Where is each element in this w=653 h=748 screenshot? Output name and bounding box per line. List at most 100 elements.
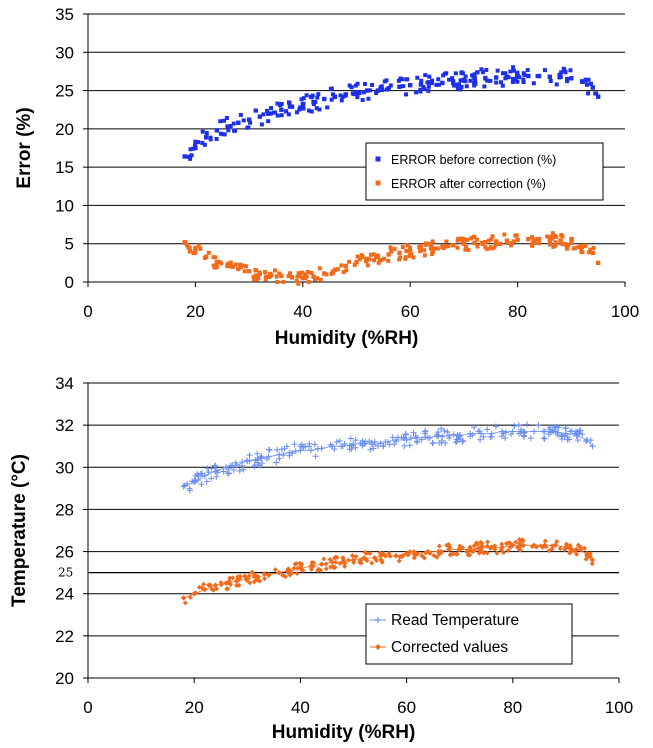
data-point	[560, 234, 565, 239]
data-point	[586, 77, 591, 82]
data-point	[519, 537, 525, 543]
data-point	[576, 244, 581, 249]
data-point	[318, 561, 325, 568]
data-point	[438, 437, 445, 444]
data-point	[414, 90, 419, 95]
data-point	[561, 66, 566, 71]
data-point	[421, 555, 427, 561]
data-point	[558, 74, 563, 79]
data-point	[208, 137, 213, 142]
data-point	[388, 245, 393, 250]
data-point	[261, 112, 266, 117]
data-point	[584, 82, 589, 87]
data-point	[506, 540, 512, 546]
data-point	[403, 550, 410, 557]
data-point	[530, 241, 535, 246]
y-tick-label: 20	[55, 669, 74, 688]
data-point	[202, 142, 207, 147]
data-point	[263, 274, 268, 279]
data-point	[489, 246, 494, 251]
data-point	[253, 268, 258, 273]
data-point	[331, 92, 336, 97]
data-point	[315, 95, 320, 100]
data-point	[202, 586, 208, 593]
data-point	[485, 539, 491, 545]
data-point	[354, 89, 359, 95]
y-tick-label: 32	[55, 416, 74, 435]
data-point	[224, 469, 231, 476]
data-point	[330, 269, 335, 274]
data-point	[456, 432, 463, 439]
data-point	[430, 239, 435, 244]
data-point	[248, 120, 253, 125]
x-tick-label: 40	[291, 698, 310, 717]
data-point	[503, 71, 508, 76]
data-point	[212, 265, 217, 270]
legend-marker	[375, 644, 381, 650]
data-point	[350, 557, 357, 563]
data-point	[329, 271, 334, 276]
data-point	[309, 95, 314, 100]
data-point	[365, 263, 370, 268]
series-2	[182, 231, 601, 286]
data-point	[481, 550, 487, 556]
data-point	[430, 252, 435, 257]
data-point	[321, 556, 327, 562]
data-point	[244, 457, 251, 464]
data-point	[228, 264, 233, 269]
data-point	[521, 77, 526, 82]
data-point	[339, 98, 344, 103]
data-point	[362, 82, 367, 87]
data-point	[564, 434, 571, 441]
data-point	[279, 107, 284, 112]
data-point	[407, 245, 412, 250]
data-point	[335, 267, 340, 272]
data-point	[396, 78, 401, 83]
data-point	[436, 82, 441, 87]
data-point	[212, 468, 219, 475]
data-point	[557, 546, 563, 552]
data-point	[191, 590, 197, 597]
data-point	[263, 277, 268, 282]
data-point	[460, 437, 467, 444]
data-point	[233, 262, 238, 267]
data-point	[538, 543, 544, 549]
data-point	[228, 260, 233, 265]
data-point	[353, 83, 358, 88]
data-point	[283, 109, 288, 114]
data-point	[316, 92, 321, 97]
data-point	[562, 430, 569, 437]
data-point	[379, 558, 385, 564]
data-point	[418, 82, 424, 87]
data-point	[435, 548, 442, 555]
data-point	[589, 557, 596, 563]
data-point	[357, 91, 362, 96]
data-point	[450, 243, 456, 248]
data-point	[296, 271, 301, 276]
legend-box	[365, 603, 573, 665]
data-point	[583, 556, 589, 562]
data-point	[545, 234, 550, 239]
data-point	[388, 83, 393, 88]
data-point	[352, 262, 357, 267]
data-point	[472, 72, 477, 77]
data-point	[560, 242, 565, 247]
data-point	[396, 558, 402, 564]
data-point	[360, 255, 365, 260]
data-point	[447, 77, 452, 82]
data-point	[459, 70, 464, 75]
data-point	[378, 258, 383, 263]
data-point	[297, 447, 304, 454]
data-point	[458, 78, 463, 83]
data-point	[274, 274, 279, 279]
data-point	[193, 139, 198, 144]
data-point	[513, 539, 519, 545]
data-point	[407, 435, 414, 442]
data-point	[450, 76, 455, 81]
data-point	[347, 435, 354, 442]
data-point	[193, 246, 198, 252]
data-point	[509, 428, 516, 435]
data-point	[459, 236, 464, 241]
data-point	[520, 542, 527, 549]
data-point	[214, 262, 219, 267]
